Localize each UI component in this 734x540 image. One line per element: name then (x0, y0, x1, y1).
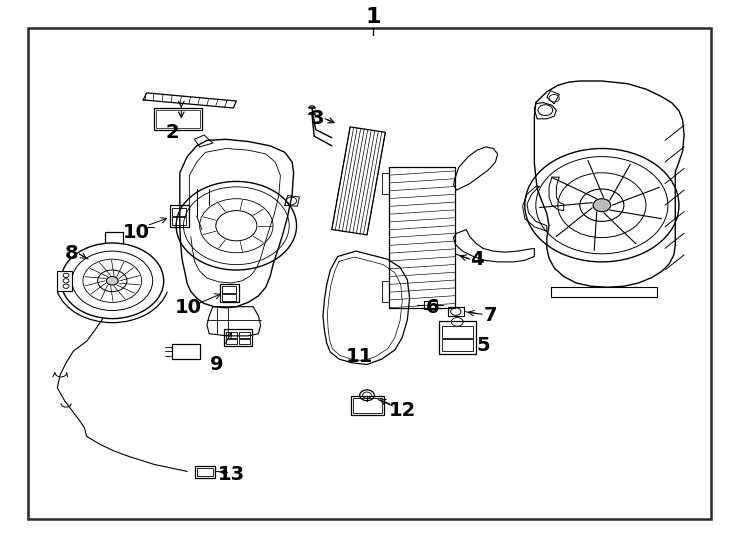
Bar (353, 398, 382, 413)
Text: 3: 3 (310, 109, 324, 129)
Bar (156, 110, 200, 128)
Bar (382, 281, 389, 302)
Text: 4: 4 (470, 249, 484, 269)
Bar (351, 396, 384, 415)
Bar (226, 332, 237, 338)
Text: 9: 9 (210, 355, 223, 374)
Bar (197, 468, 213, 476)
Bar (222, 286, 236, 293)
Bar (170, 205, 189, 227)
Bar (389, 167, 455, 308)
Bar (439, 321, 476, 354)
Bar (442, 326, 473, 338)
Bar (222, 294, 236, 301)
Bar (239, 339, 250, 344)
Circle shape (106, 276, 118, 285)
Circle shape (593, 199, 611, 212)
Bar (239, 332, 250, 338)
Text: 12: 12 (388, 401, 416, 420)
Bar (57, 271, 72, 291)
Bar (172, 344, 200, 359)
Bar (195, 466, 215, 478)
Bar (154, 108, 202, 130)
Bar (226, 339, 237, 344)
Bar (382, 173, 389, 194)
Text: 8: 8 (65, 244, 79, 264)
Text: 1: 1 (365, 7, 381, 28)
Text: 10: 10 (123, 222, 150, 242)
Bar (220, 284, 239, 302)
Bar (172, 217, 186, 225)
Bar (442, 339, 473, 351)
Bar (224, 329, 252, 346)
Bar (172, 208, 186, 216)
Bar (448, 307, 464, 316)
Text: 5: 5 (476, 336, 490, 355)
Text: 6: 6 (426, 298, 440, 318)
Text: 2: 2 (166, 123, 179, 142)
Bar (424, 301, 437, 309)
Text: 10: 10 (175, 298, 202, 318)
Text: 7: 7 (484, 306, 497, 326)
Text: 11: 11 (346, 347, 374, 366)
Text: 13: 13 (218, 464, 244, 484)
